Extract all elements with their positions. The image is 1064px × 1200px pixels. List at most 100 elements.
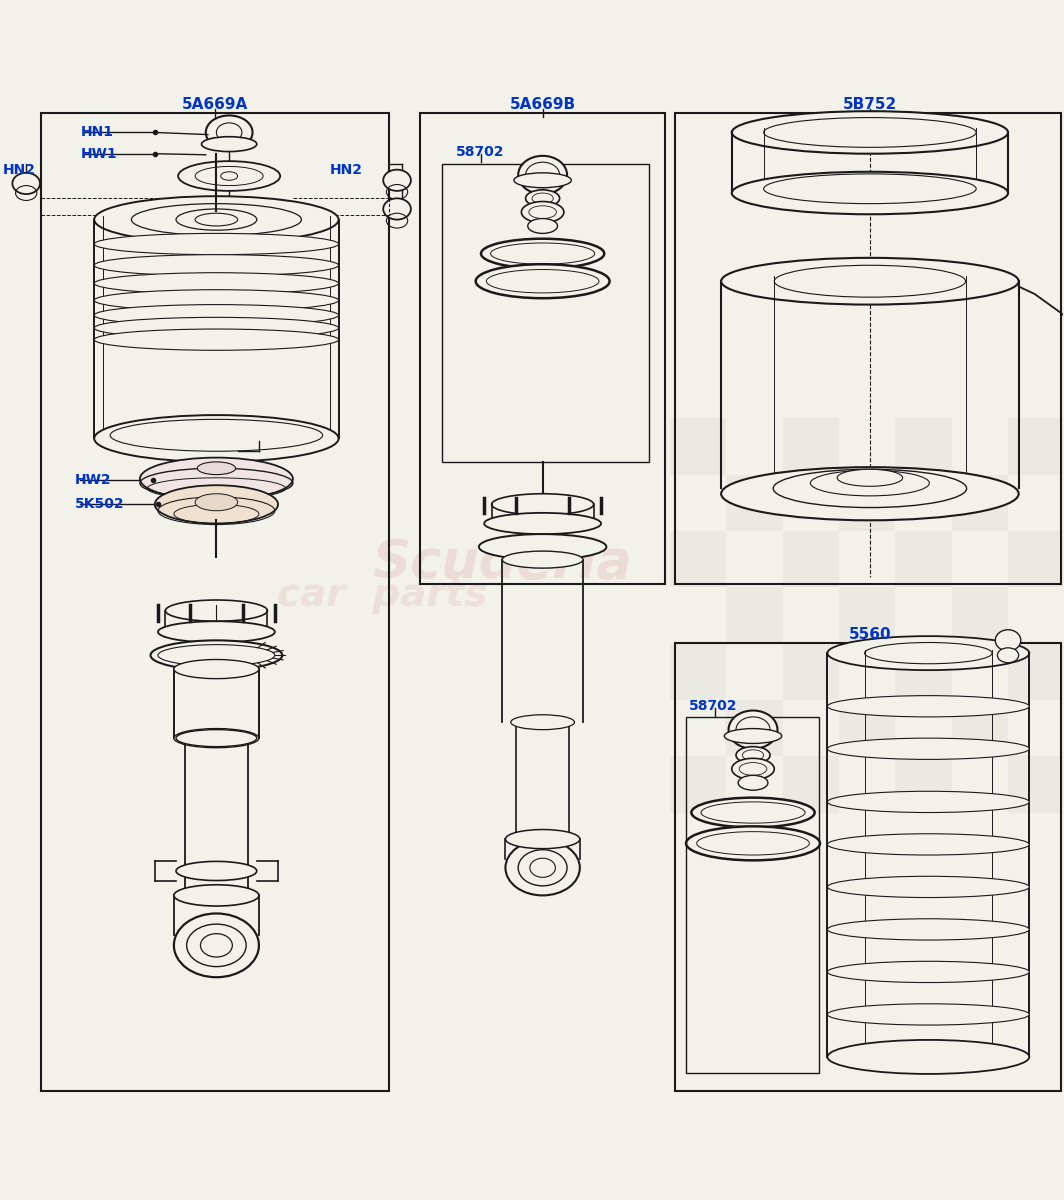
Ellipse shape xyxy=(272,199,287,208)
Ellipse shape xyxy=(95,272,338,294)
Text: 5K502: 5K502 xyxy=(76,497,124,511)
Polygon shape xyxy=(1008,419,1064,475)
Polygon shape xyxy=(783,419,839,475)
Ellipse shape xyxy=(197,462,235,475)
Text: HW1: HW1 xyxy=(81,146,117,161)
Ellipse shape xyxy=(154,485,278,523)
Ellipse shape xyxy=(828,791,1029,812)
Text: 5A669A: 5A669A xyxy=(182,97,248,113)
Ellipse shape xyxy=(173,660,259,679)
Ellipse shape xyxy=(774,469,966,508)
Ellipse shape xyxy=(182,199,197,208)
Polygon shape xyxy=(670,419,727,475)
Ellipse shape xyxy=(828,738,1029,760)
Text: HW2: HW2 xyxy=(76,473,112,487)
Text: 5A669B: 5A669B xyxy=(510,97,576,113)
Ellipse shape xyxy=(502,551,583,568)
Ellipse shape xyxy=(514,173,571,187)
Polygon shape xyxy=(727,587,783,643)
Ellipse shape xyxy=(173,913,259,977)
Ellipse shape xyxy=(492,493,594,515)
Ellipse shape xyxy=(828,1040,1029,1074)
Ellipse shape xyxy=(526,190,560,206)
Ellipse shape xyxy=(173,884,259,906)
Ellipse shape xyxy=(828,1003,1029,1025)
Ellipse shape xyxy=(383,198,411,220)
Polygon shape xyxy=(896,643,951,700)
Ellipse shape xyxy=(13,173,40,194)
Ellipse shape xyxy=(150,641,282,670)
Polygon shape xyxy=(896,530,951,587)
Ellipse shape xyxy=(491,242,595,264)
Polygon shape xyxy=(1008,756,1064,812)
Ellipse shape xyxy=(205,115,252,150)
Ellipse shape xyxy=(139,457,293,500)
Ellipse shape xyxy=(176,862,256,881)
Ellipse shape xyxy=(186,924,246,967)
Polygon shape xyxy=(670,643,727,700)
Ellipse shape xyxy=(505,840,580,895)
Ellipse shape xyxy=(697,832,810,856)
Ellipse shape xyxy=(738,775,768,791)
Ellipse shape xyxy=(995,630,1020,652)
Ellipse shape xyxy=(95,233,338,254)
Ellipse shape xyxy=(484,512,601,534)
Text: HN2: HN2 xyxy=(3,163,36,176)
Ellipse shape xyxy=(997,648,1018,662)
Polygon shape xyxy=(727,475,783,530)
Ellipse shape xyxy=(165,600,267,622)
Polygon shape xyxy=(839,587,896,643)
Ellipse shape xyxy=(201,137,256,151)
Ellipse shape xyxy=(95,254,338,276)
Polygon shape xyxy=(896,756,951,812)
Text: HN2: HN2 xyxy=(330,163,363,176)
Ellipse shape xyxy=(732,112,1008,154)
Ellipse shape xyxy=(95,197,338,242)
Polygon shape xyxy=(1008,643,1064,700)
Text: HN1: HN1 xyxy=(81,126,114,139)
Ellipse shape xyxy=(518,156,567,194)
Ellipse shape xyxy=(736,746,770,763)
Ellipse shape xyxy=(173,728,259,748)
Ellipse shape xyxy=(145,199,160,208)
Polygon shape xyxy=(896,419,951,475)
Ellipse shape xyxy=(828,834,1029,856)
Text: 58702: 58702 xyxy=(455,144,504,158)
Ellipse shape xyxy=(505,829,580,848)
Polygon shape xyxy=(670,530,727,587)
Ellipse shape xyxy=(95,289,338,311)
Ellipse shape xyxy=(479,534,606,559)
Ellipse shape xyxy=(528,218,558,233)
Polygon shape xyxy=(951,475,1008,530)
Ellipse shape xyxy=(486,270,599,293)
Ellipse shape xyxy=(476,264,610,299)
Polygon shape xyxy=(727,700,783,756)
Ellipse shape xyxy=(511,715,575,730)
Ellipse shape xyxy=(725,728,782,744)
Ellipse shape xyxy=(95,415,338,462)
Ellipse shape xyxy=(95,305,338,326)
Ellipse shape xyxy=(518,850,567,886)
Ellipse shape xyxy=(721,258,1018,305)
Ellipse shape xyxy=(732,758,775,780)
Polygon shape xyxy=(839,700,896,756)
Polygon shape xyxy=(951,700,1008,756)
Text: car  parts: car parts xyxy=(277,576,487,613)
Text: 5560: 5560 xyxy=(849,626,892,642)
Text: Scuderia: Scuderia xyxy=(372,536,633,589)
Ellipse shape xyxy=(195,493,237,511)
Ellipse shape xyxy=(521,202,564,223)
Polygon shape xyxy=(839,475,896,530)
Ellipse shape xyxy=(383,169,411,191)
Ellipse shape xyxy=(837,469,902,486)
Ellipse shape xyxy=(721,467,1018,521)
Ellipse shape xyxy=(828,961,1029,983)
Polygon shape xyxy=(783,643,839,700)
Ellipse shape xyxy=(95,329,338,350)
Polygon shape xyxy=(670,756,727,812)
Ellipse shape xyxy=(481,239,604,269)
Ellipse shape xyxy=(828,876,1029,898)
Polygon shape xyxy=(1008,530,1064,587)
Ellipse shape xyxy=(157,622,275,642)
Ellipse shape xyxy=(811,470,930,496)
